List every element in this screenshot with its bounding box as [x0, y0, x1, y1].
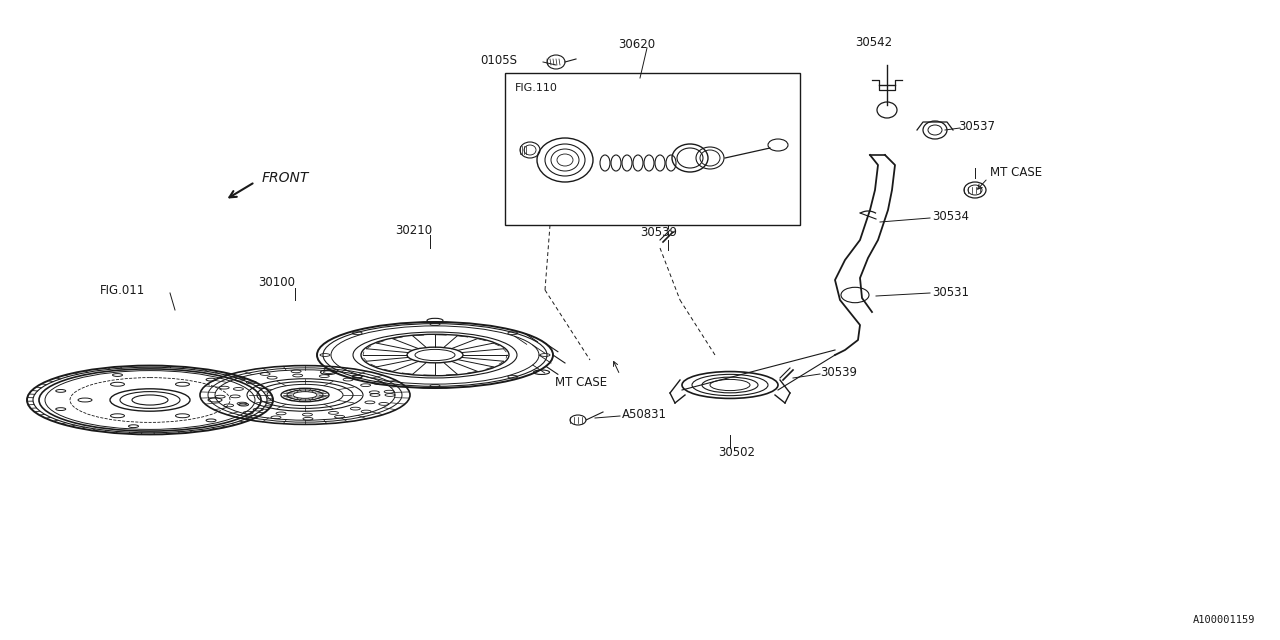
Bar — [506, 73, 800, 225]
Text: 30620: 30620 — [618, 38, 655, 51]
Text: 30210: 30210 — [396, 223, 433, 237]
Text: MT CASE: MT CASE — [989, 166, 1042, 179]
Text: FIG.110: FIG.110 — [515, 83, 558, 93]
Text: FRONT: FRONT — [262, 171, 310, 185]
Text: 30100: 30100 — [259, 276, 294, 289]
Text: 30534: 30534 — [932, 211, 969, 223]
Text: 30531: 30531 — [932, 285, 969, 298]
Text: 30537: 30537 — [957, 120, 995, 132]
Text: FIG.011: FIG.011 — [100, 284, 145, 296]
Text: 0105S: 0105S — [480, 54, 517, 67]
Text: 30542: 30542 — [855, 36, 892, 49]
Text: 30502: 30502 — [718, 445, 755, 458]
Text: A100001159: A100001159 — [1193, 615, 1254, 625]
Text: A50831: A50831 — [622, 408, 667, 422]
Text: MT CASE: MT CASE — [556, 376, 607, 390]
Text: 30539: 30539 — [820, 365, 858, 378]
Text: 30539: 30539 — [640, 225, 677, 239]
